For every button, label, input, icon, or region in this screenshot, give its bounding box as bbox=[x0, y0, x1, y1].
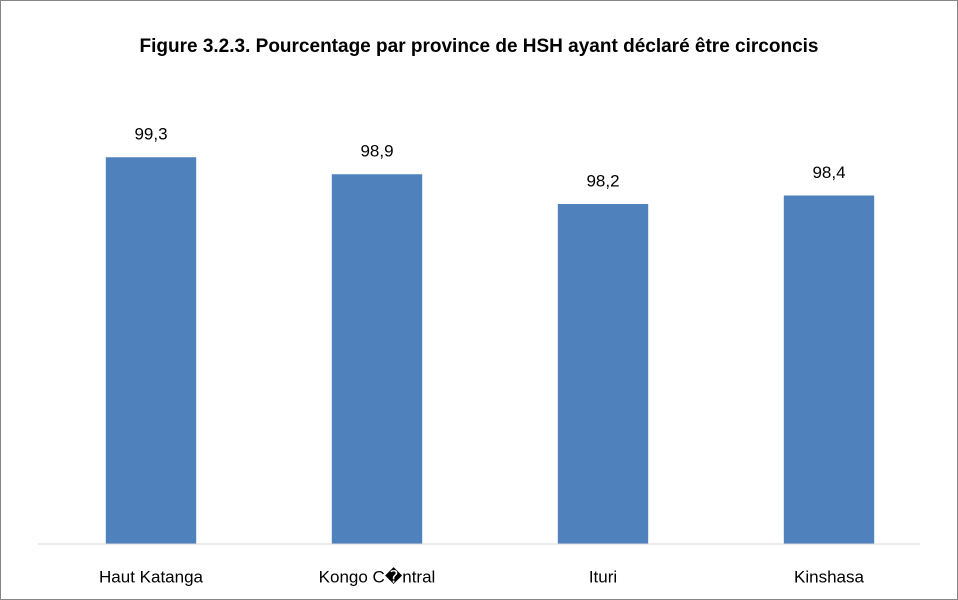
x-tick-label: Haut Katanga bbox=[99, 567, 204, 586]
bar bbox=[331, 174, 423, 544]
x-tick-label: Kongo C�ntral bbox=[319, 566, 436, 586]
x-tick-label: Kinshasa bbox=[794, 567, 864, 586]
bar bbox=[105, 157, 197, 544]
value-label: 99,3 bbox=[134, 125, 167, 144]
x-tick-label: Ituri bbox=[589, 567, 617, 586]
bar bbox=[557, 204, 649, 544]
value-label: 98,2 bbox=[586, 171, 619, 190]
bar bbox=[783, 195, 875, 544]
value-label: 98,9 bbox=[360, 142, 393, 161]
chart-title: Figure 3.2.3. Pourcentage par province d… bbox=[139, 36, 819, 57]
value-label: 98,4 bbox=[812, 163, 845, 182]
